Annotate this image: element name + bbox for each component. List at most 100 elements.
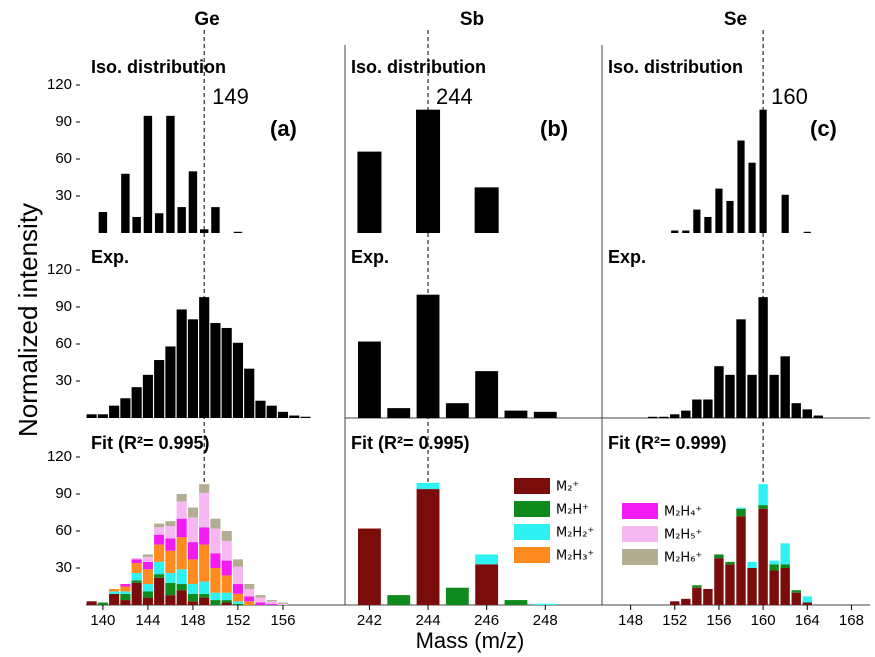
bar-segment [244, 584, 255, 589]
bar-segment [131, 558, 142, 560]
bar-segment [533, 603, 557, 605]
bar-segment [176, 590, 187, 605]
bar [703, 399, 713, 418]
bar-segment [232, 559, 244, 567]
bar [504, 410, 528, 418]
bar-segment [131, 563, 142, 573]
peak-label: 244 [436, 84, 473, 109]
bar [780, 356, 790, 418]
panel-subtitle: Iso. distribution [608, 57, 743, 77]
legend-swatch [514, 547, 550, 563]
bar-segment [165, 526, 176, 539]
bar-segment [131, 580, 142, 583]
bar-segment [736, 516, 746, 605]
bar-segment [714, 554, 724, 559]
bar-segment [232, 584, 244, 594]
bar-segment [154, 577, 165, 605]
bar [791, 403, 801, 418]
bar-segment [692, 585, 702, 588]
bar-segment [154, 534, 165, 545]
bar [748, 162, 756, 233]
bar-segment [142, 591, 153, 598]
bar-segment [232, 603, 244, 605]
y-tick-label: 60 [55, 522, 72, 539]
legend-label: M₂H⁺ [556, 503, 589, 518]
bar [143, 115, 153, 233]
bar [725, 374, 735, 418]
bar-segment [165, 572, 176, 583]
column-title: Ge [194, 9, 219, 30]
bar-segment [221, 592, 232, 601]
panel-label: (c) [810, 116, 837, 141]
bar-segment [176, 494, 187, 502]
x-tick-label: 148 [180, 612, 205, 629]
bar [177, 207, 186, 233]
bar [802, 409, 812, 418]
bar-segment [154, 523, 165, 528]
bar [747, 374, 757, 418]
bar [98, 212, 108, 233]
bar-segment [187, 507, 198, 518]
bar-segment [802, 602, 812, 605]
bar-segment [266, 600, 277, 602]
bar-segment [187, 593, 198, 602]
bar-segment [232, 593, 244, 602]
legend-swatch [622, 526, 658, 542]
bar-segment [187, 584, 198, 594]
bar-segment [725, 561, 735, 565]
bar-segment [199, 492, 210, 528]
bar-segment [199, 484, 210, 493]
bar-segment [255, 602, 266, 605]
legend-label: M₂H₃⁺ [556, 549, 594, 564]
bar-segment [120, 600, 131, 605]
legend-swatch [514, 524, 550, 540]
bar-segment [176, 569, 187, 585]
bar-segment [266, 603, 277, 605]
bar-segment [154, 544, 165, 562]
bar [120, 398, 131, 418]
bar-segment [475, 554, 499, 565]
bar-segment [199, 544, 210, 582]
bar-segment [165, 595, 176, 605]
bar [758, 297, 768, 418]
bar-segment [475, 564, 499, 605]
bar-segment [277, 603, 289, 605]
bar-segment [210, 553, 221, 568]
bar-segment [244, 596, 255, 602]
bar-segment [221, 560, 232, 576]
y-axis-label: Normalized intensity [13, 203, 43, 437]
bar-segment [780, 568, 790, 605]
bar-segment [769, 570, 779, 605]
bar-segment [210, 600, 221, 605]
bar-segment [199, 597, 210, 605]
legend-swatch [622, 503, 658, 519]
bar-segment [445, 587, 469, 605]
bar [211, 207, 220, 233]
bar-segment [758, 505, 768, 509]
bar-segment [736, 507, 746, 509]
bar-segment [187, 542, 198, 560]
bar [475, 371, 499, 418]
bar-segment [266, 601, 277, 604]
bar-segment [165, 538, 176, 551]
panel-subtitle: Exp. [608, 247, 646, 267]
x-tick-label: 160 [751, 612, 776, 629]
panel-label: (a) [270, 116, 297, 141]
bar [154, 213, 164, 233]
bar-segment [255, 597, 266, 603]
peak-label: 149 [212, 84, 249, 109]
bar [166, 115, 175, 233]
bar [416, 294, 440, 418]
x-tick-label: 242 [357, 612, 382, 629]
y-tick-label: 60 [55, 150, 72, 167]
bar-segment [277, 602, 289, 604]
bar-segment [358, 528, 381, 605]
legend-swatch [622, 549, 658, 565]
bar-segment [221, 575, 232, 593]
bar-segment [681, 598, 691, 605]
bar-segment [176, 518, 187, 538]
bar [693, 209, 701, 233]
bar [714, 366, 724, 418]
bar [726, 200, 734, 233]
bar-segment [109, 591, 120, 594]
